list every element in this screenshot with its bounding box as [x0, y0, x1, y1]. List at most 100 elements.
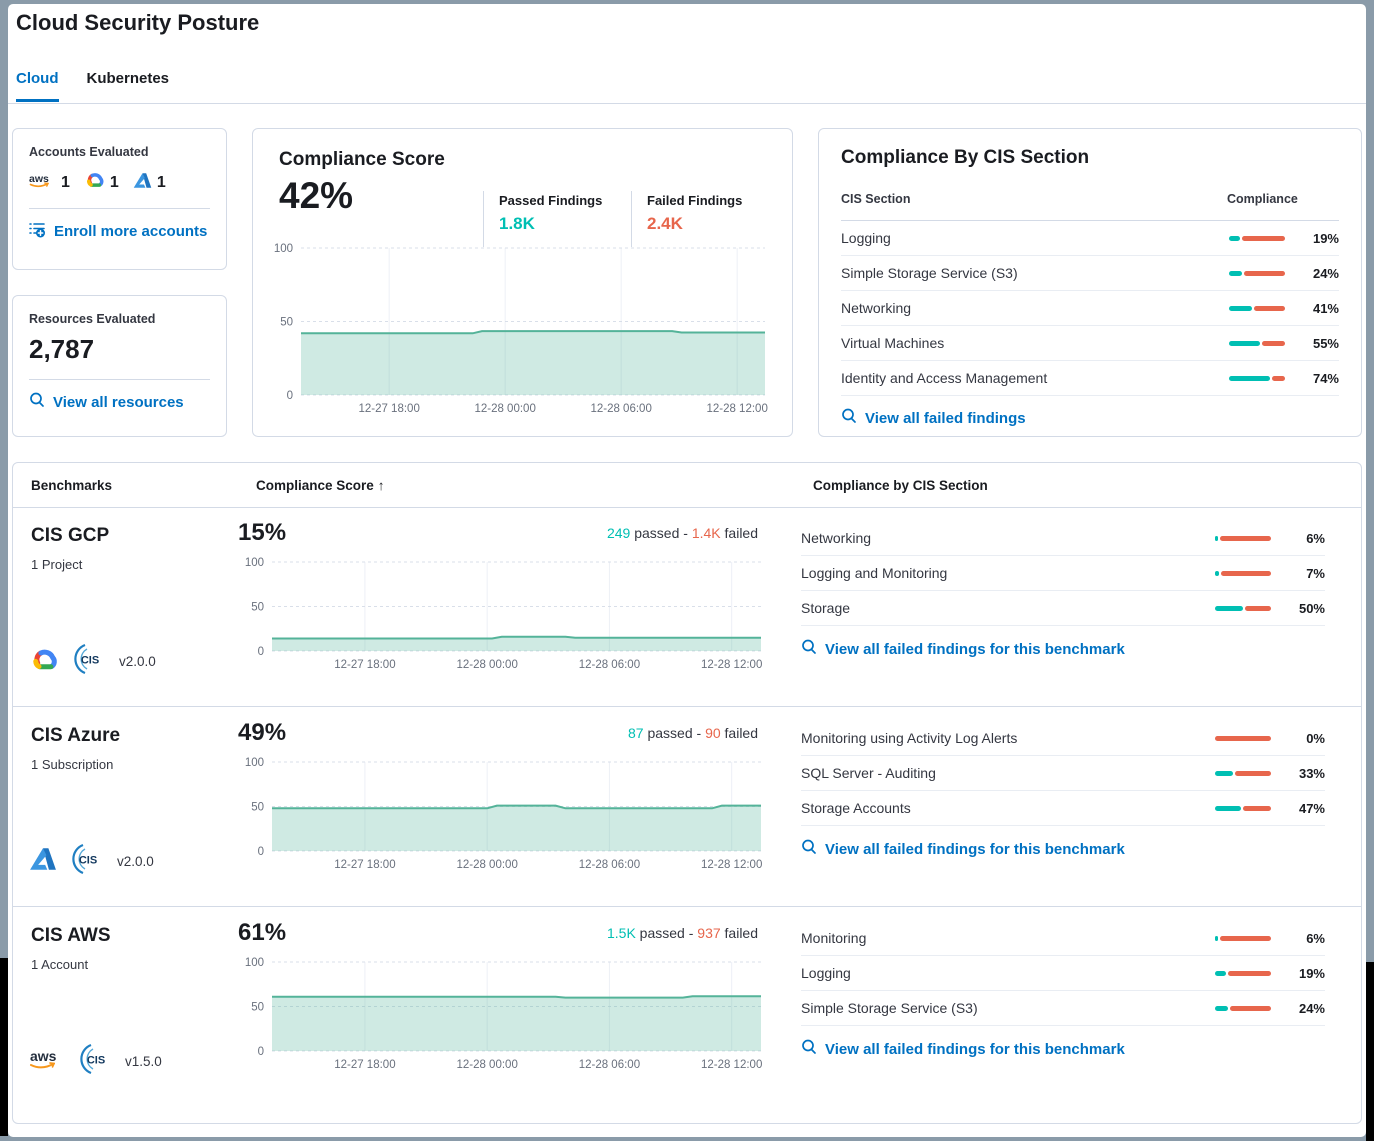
- tab-cloud[interactable]: Cloud: [16, 70, 59, 102]
- benchmark-trend-chart: 12-27 18:00 12-28 00:00 12-28 06:00 12-28 1…: [238, 755, 773, 875]
- azure-logo-icon: [29, 847, 57, 876]
- cis-section-column-header: CIS Section: [841, 191, 911, 206]
- compliance-bar: [1229, 235, 1285, 241]
- compliance-bar: [1215, 1005, 1271, 1011]
- compliance-score-column-header[interactable]: Compliance Score ↑: [256, 478, 385, 493]
- gcp-count: 1: [109, 173, 119, 191]
- svg-text:CIS: CIS: [87, 1055, 105, 1067]
- compliance-bar: [1215, 970, 1271, 976]
- failed-findings-link-label: View all failed findings: [865, 409, 1026, 427]
- svg-text:100: 100: [245, 757, 264, 769]
- svg-text:50: 50: [251, 602, 264, 614]
- benchmarks-column-header: Benchmarks: [31, 478, 113, 493]
- svg-text:0: 0: [258, 646, 264, 658]
- resources-count: 2,787: [29, 334, 95, 364]
- benchmark-cis-sections: Monitoring using Activity Log Alerts 0% …: [801, 721, 1325, 860]
- benchmark-name: CIS Azure: [31, 725, 121, 746]
- section-label: Logging: [801, 965, 851, 981]
- svg-text:0: 0: [287, 390, 293, 402]
- compliance-bar: [1229, 305, 1285, 311]
- passed-findings-value: 1.8K: [499, 214, 535, 233]
- section-label: Simple Storage Service (S3): [841, 265, 1018, 281]
- view-all-resources-link[interactable]: View all resources: [29, 392, 184, 412]
- page-title: Cloud Security Posture: [16, 10, 260, 35]
- svg-text:12-28 00:00: 12-28 00:00: [456, 659, 517, 671]
- compliance-by-cis-section-column-header: Compliance by CIS Section: [813, 478, 988, 493]
- svg-text:12-27 18:00: 12-27 18:00: [358, 403, 419, 415]
- svg-text:CIS: CIS: [79, 855, 97, 867]
- passed-failed-summary: 249 passed - 1.4K failed: [606, 525, 758, 541]
- resources-evaluated-card: Resources Evaluated 2,787 View all resou…: [12, 295, 227, 437]
- svg-text:12-28 12:00: 12-28 12:00: [706, 403, 767, 415]
- benchmark-name: CIS GCP: [31, 525, 110, 546]
- svg-text:12-27 18:00: 12-27 18:00: [334, 859, 395, 871]
- view-failed-findings-benchmark-link[interactable]: View all failed findings for this benchm…: [801, 839, 1125, 859]
- benchmark-trend-chart: 12-27 18:00 12-28 00:00 12-28 06:00 12-28 1…: [238, 955, 773, 1075]
- benchmark-row-cis-gcp: CIS GCP 1 Project CIS v2.0.0 15% 249 pas…: [13, 509, 1361, 706]
- benchmark-trend-chart: 12-27 18:00 12-28 00:00 12-28 06:00 12-28 1…: [238, 555, 773, 675]
- compliance-bar: [1215, 935, 1271, 941]
- tab-bar: Cloud Kubernetes: [16, 70, 169, 102]
- benchmark-version: v1.5.0: [125, 1054, 162, 1069]
- svg-text:50: 50: [251, 802, 264, 814]
- view-all-failed-findings-link[interactable]: View all failed findings: [841, 408, 1026, 428]
- benchmark-link-label: View all failed findings for this benchm…: [825, 1040, 1125, 1058]
- provider-counts: aws 1 1 1: [29, 171, 210, 194]
- cis-section-row: SQL Server - Auditing 33%: [801, 756, 1325, 791]
- azure-logo-icon: [133, 172, 152, 194]
- enroll-more-accounts-link[interactable]: Enroll more accounts: [29, 221, 207, 242]
- enroll-accounts-icon: [29, 221, 46, 242]
- cis-card-title: Compliance By CIS Section: [841, 147, 1090, 168]
- compliance-percent: 6%: [1306, 930, 1325, 946]
- section-label: Monitoring using Activity Log Alerts: [801, 730, 1018, 746]
- benchmark-cis-sections: Networking 6% Logging and Monitoring 7% …: [801, 521, 1325, 660]
- row-divider: [13, 706, 1361, 707]
- card-divider: [29, 379, 210, 380]
- cis-section-row: Networking 6%: [801, 521, 1325, 556]
- cis-section-row: Virtual Machines 55%: [841, 326, 1339, 361]
- right-black-strip: [1366, 962, 1374, 1141]
- row-divider: [13, 906, 1361, 907]
- aws-logo-icon: aws: [29, 172, 56, 194]
- view-failed-findings-benchmark-link[interactable]: View all failed findings for this benchm…: [801, 639, 1125, 659]
- svg-text:50: 50: [251, 1002, 264, 1014]
- svg-text:12-28 00:00: 12-28 00:00: [456, 1059, 517, 1071]
- svg-text:100: 100: [245, 557, 264, 569]
- benchmark-scope: 1 Account: [31, 957, 89, 972]
- cis-section-row: Simple Storage Service (S3) 24%: [801, 991, 1325, 1026]
- compliance-bar: [1215, 735, 1271, 741]
- compliance-bar: [1215, 605, 1271, 611]
- svg-text:12-28 12:00: 12-28 12:00: [701, 1059, 762, 1071]
- svg-text:12-28 12:00: 12-28 12:00: [701, 859, 762, 871]
- cis-logo-icon: CIS: [77, 1041, 113, 1082]
- gcp-logo-icon: [84, 171, 105, 194]
- benchmark-cis-sections: Monitoring 6% Logging 19% Simple Storage…: [801, 921, 1325, 1060]
- svg-text:12-28 12:00: 12-28 12:00: [701, 659, 762, 671]
- cis-section-row: Simple Storage Service (S3) 24%: [841, 256, 1339, 291]
- passed-findings-label: Passed Findings: [499, 193, 603, 208]
- section-label: Storage Accounts: [801, 800, 911, 816]
- svg-text:0: 0: [258, 846, 264, 858]
- svg-text:0: 0: [258, 1046, 264, 1058]
- benchmarks-table-card: Benchmarks Compliance Score ↑ Compliance …: [12, 462, 1362, 1124]
- section-label: Identity and Access Management: [841, 370, 1048, 386]
- magnifier-icon: [841, 408, 857, 428]
- azure-count: 1: [156, 173, 166, 191]
- view-failed-findings-benchmark-link[interactable]: View all failed findings for this benchm…: [801, 1039, 1125, 1059]
- section-label: Virtual Machines: [841, 335, 945, 351]
- gcp-account-count: 1: [84, 171, 119, 194]
- svg-text:100: 100: [274, 243, 293, 255]
- resources-link-label: View all resources: [53, 393, 184, 411]
- compliance-percent: 19%: [1298, 965, 1325, 981]
- cis-section-row: Monitoring using Activity Log Alerts 0%: [801, 721, 1325, 756]
- compliance-score-trend-chart: 12-27 18:00 12-28 00:00 12-28 06:00 12-28 1…: [267, 241, 777, 419]
- benchmarks-table-header: Benchmarks Compliance Score ↑ Compliance …: [13, 463, 1361, 508]
- stat-divider: [631, 191, 632, 247]
- benchmark-score: 15%: [238, 519, 287, 546]
- svg-text:12-28 06:00: 12-28 06:00: [579, 659, 640, 671]
- cis-section-row: Storage 50%: [801, 591, 1325, 626]
- failed-findings-stat: Failed Findings 2.4K: [647, 193, 742, 234]
- tab-kubernetes[interactable]: Kubernetes: [86, 70, 170, 87]
- benchmark-logos: aws CIS v1.5.0: [29, 1041, 162, 1082]
